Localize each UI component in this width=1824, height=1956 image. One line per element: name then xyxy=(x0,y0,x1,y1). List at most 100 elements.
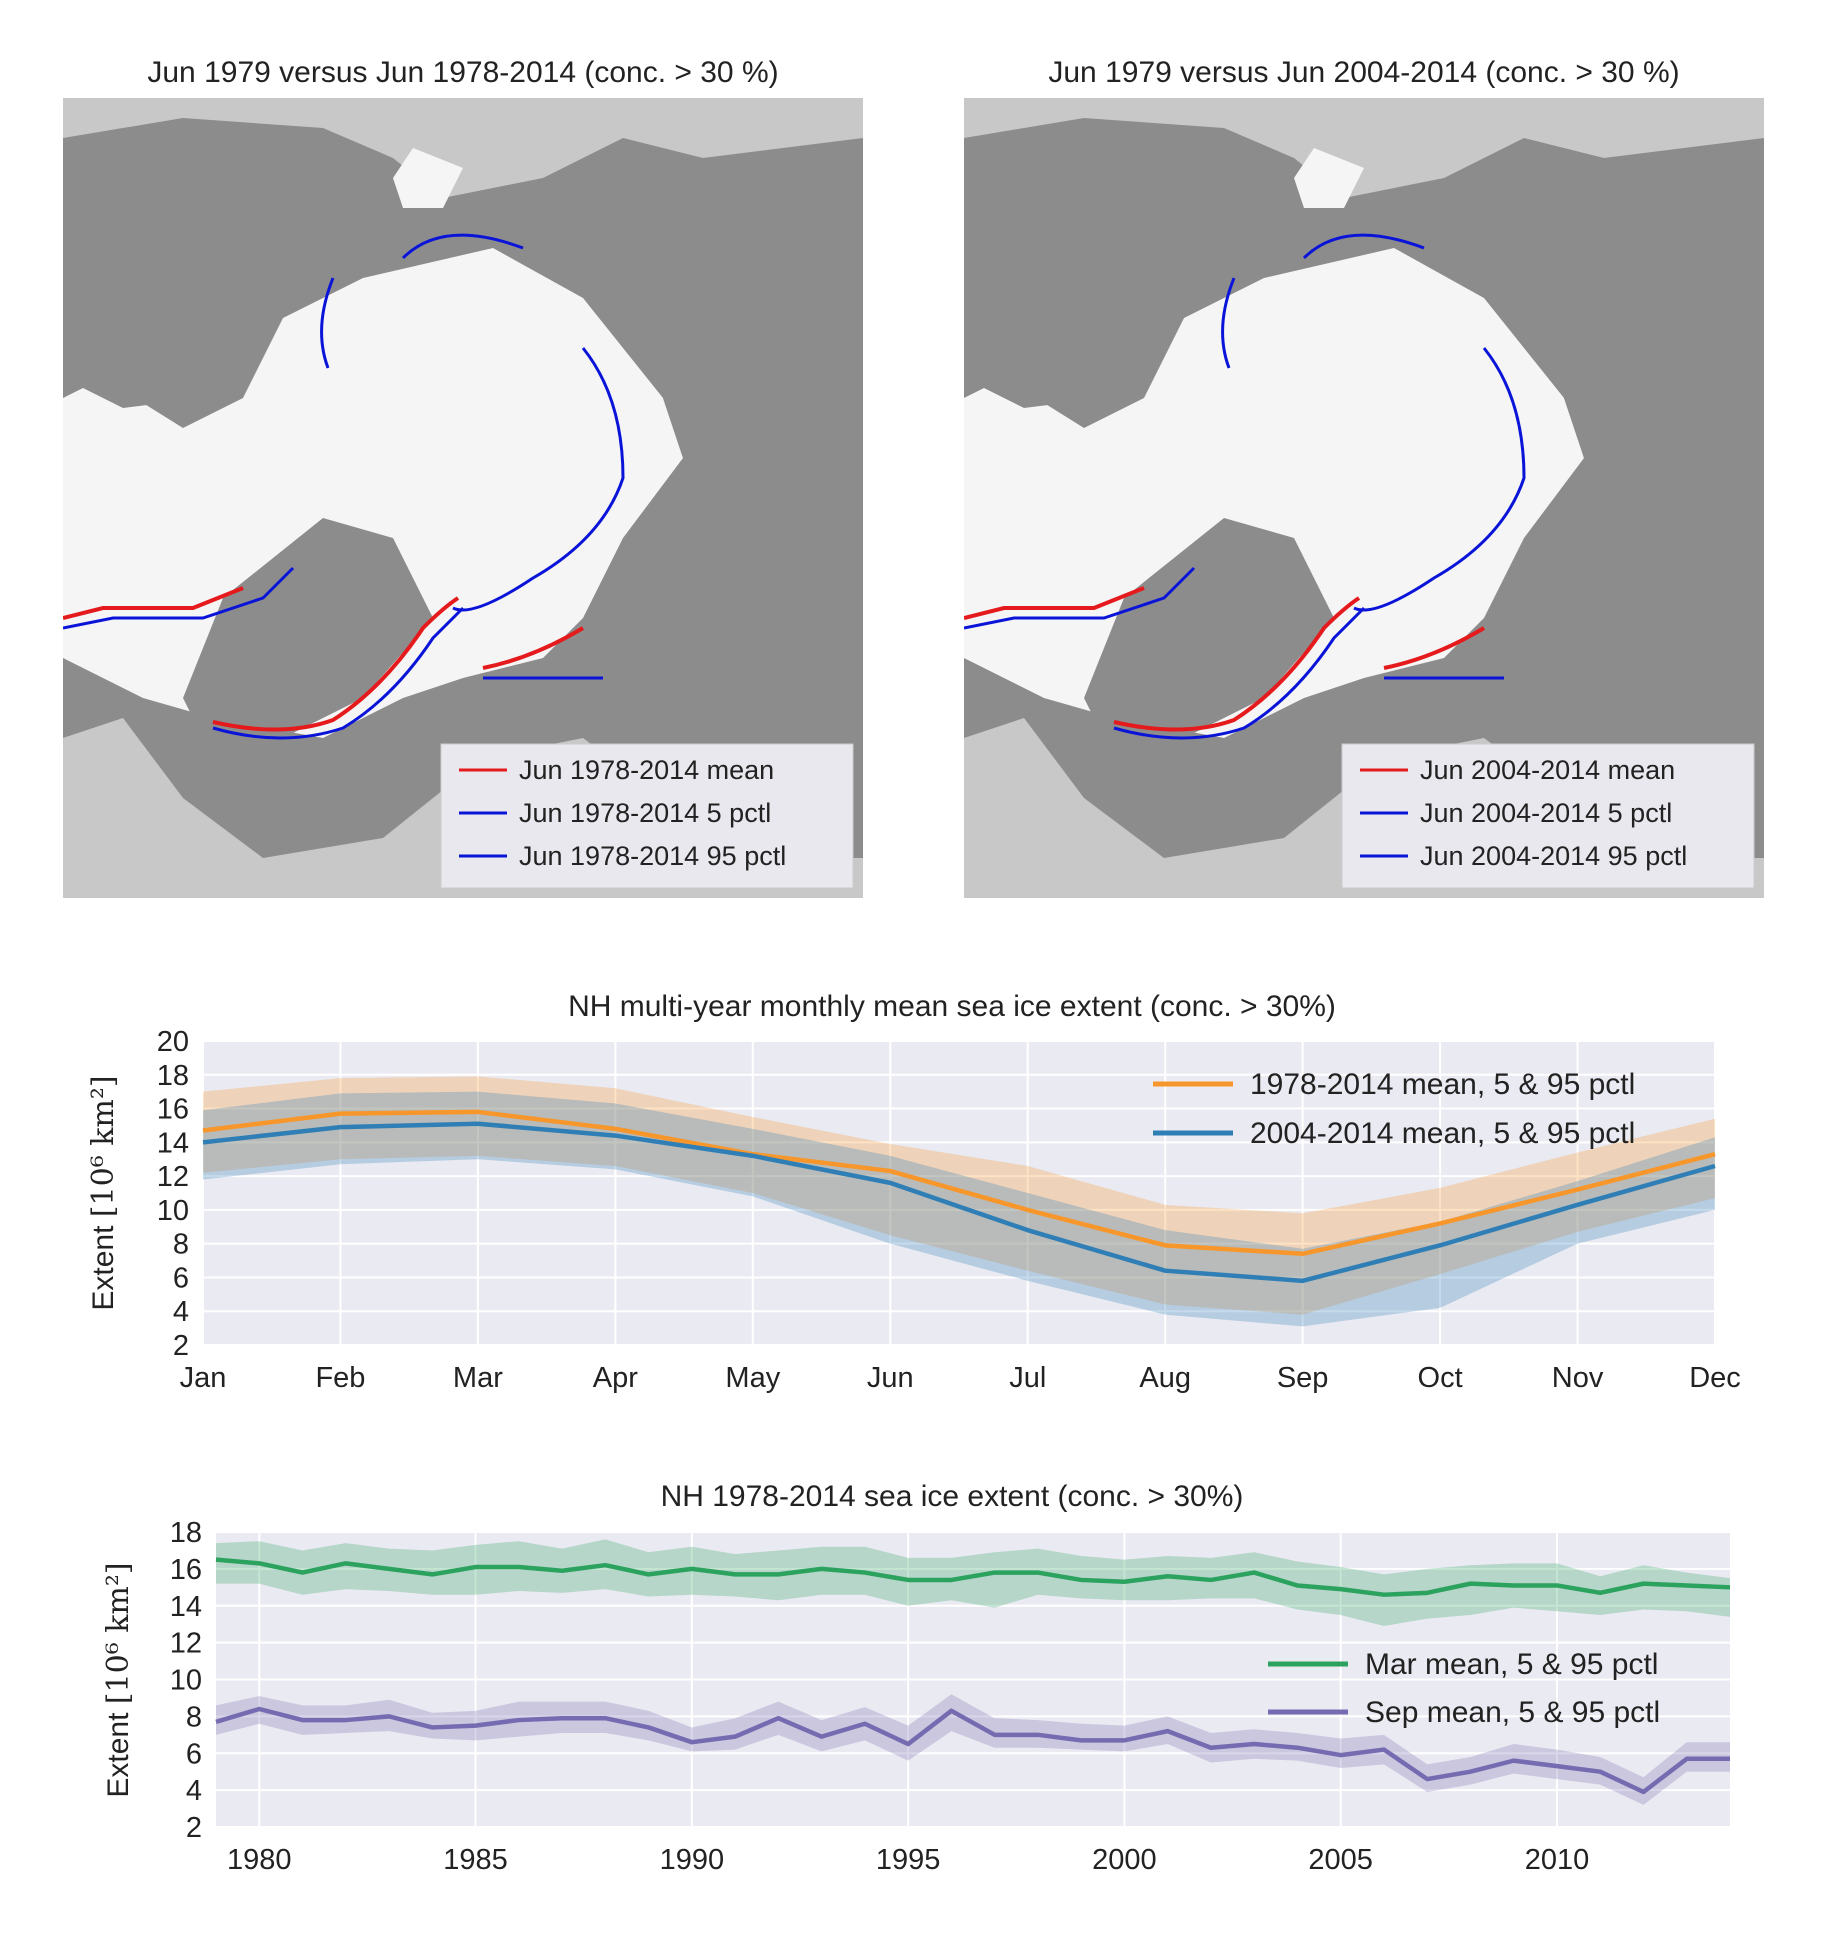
x-tick-label: Apr xyxy=(593,1362,638,1394)
x-tick-label: Mar xyxy=(453,1362,503,1394)
y-tick-label: 2 xyxy=(173,1330,189,1362)
y-tick-label: 12 xyxy=(170,1628,202,1660)
x-tick-label: 1980 xyxy=(227,1844,292,1876)
legend-mean-label: Jun 1978-2014 mean xyxy=(519,755,774,785)
arctic-map: Jun 2004-2014 mean Jun 2004-2014 5 pctl … xyxy=(964,98,1764,898)
series-line xyxy=(202,1121,1716,1284)
legend-mean-label: Jun 2004-2014 mean xyxy=(1420,755,1675,785)
series-line xyxy=(215,1557,1731,1597)
x-tick-label: 2000 xyxy=(1092,1844,1157,1876)
contour-95-pctl xyxy=(320,277,335,369)
legend: 1978-2014 mean, 5 & 95 pctl 2004-2014 me… xyxy=(1153,1068,1635,1150)
percentile-band xyxy=(203,1091,1715,1327)
y-axis-unit: [10⁶ km²] xyxy=(86,1075,121,1217)
contour-5-pctl-baffin xyxy=(964,566,1196,630)
y-axis-label-text: Extent xyxy=(102,1712,135,1798)
x-tick-label: Jun xyxy=(867,1362,914,1394)
y-tick-label: 4 xyxy=(186,1775,202,1807)
y-axis-label: Extent [10⁶ km²] xyxy=(101,1562,136,1797)
x-tick-label: Feb xyxy=(315,1362,365,1394)
legend-5-pctl-label: Jun 2004-2014 5 pctl xyxy=(1420,798,1672,828)
x-tick-labels: Jan Feb Mar Apr May Jun Jul Aug Sep Oct Nov Dec xyxy=(180,1362,1741,1394)
y-tick-label: 18 xyxy=(157,1060,189,1092)
legend-95-pctl-label: Jun 2004-2014 95 pctl xyxy=(1420,841,1687,871)
x-tick-label: 2005 xyxy=(1308,1844,1373,1876)
y-tick-label: 14 xyxy=(170,1591,202,1623)
contour-5-pctl xyxy=(401,233,524,260)
x-tick-label: 2010 xyxy=(1525,1844,1590,1876)
y-axis-unit: [10⁶ km²] xyxy=(101,1562,136,1704)
y-tick-label: 4 xyxy=(173,1296,189,1328)
x-tick-label: Aug xyxy=(1139,1362,1191,1394)
percentile-band xyxy=(203,1076,1715,1315)
y-tick-label: 6 xyxy=(186,1738,202,1770)
series-line xyxy=(202,1109,1716,1257)
legend: Mar mean, 5 & 95 pctl Sep mean, 5 & 95 p… xyxy=(1268,1648,1660,1729)
map-panel-2004-2014: Jun 1979 versus Jun 2004-2014 (conc. > 3… xyxy=(964,56,1764,900)
x-tick-label: May xyxy=(725,1362,780,1394)
mean-lines xyxy=(215,1557,1731,1795)
y-axis-label: Extent [10⁶ km²] xyxy=(86,1075,121,1310)
contour-mean-barents xyxy=(1383,626,1486,670)
x-tick-label: Nov xyxy=(1552,1362,1604,1394)
y-axis-label-text: Extent xyxy=(87,1225,120,1311)
y-tick-labels: 2 4 6 8 10 12 14 16 18 xyxy=(170,1517,202,1844)
contour-95-pctl xyxy=(1221,277,1236,369)
legend-95-pctl-label: Jun 1978-2014 95 pctl xyxy=(519,841,786,871)
map-greenland xyxy=(1084,518,1334,748)
x-tick-label: 1990 xyxy=(660,1844,725,1876)
y-tick-label: 20 xyxy=(157,1026,189,1058)
x-tick-label: Sep xyxy=(1277,1362,1329,1394)
y-tick-label: 16 xyxy=(157,1094,189,1126)
percentile-bands xyxy=(203,1076,1715,1327)
y-tick-label: 2 xyxy=(186,1812,202,1844)
mean-lines xyxy=(202,1109,1716,1284)
contour-mean-baffin xyxy=(964,586,1145,620)
x-tick-label: 1995 xyxy=(876,1844,941,1876)
y-tick-label: 8 xyxy=(186,1701,202,1733)
map-legend-box xyxy=(440,743,854,889)
contour-5-pctl-baffin xyxy=(63,566,295,630)
chart-title: NH multi-year monthly mean sea ice exten… xyxy=(568,990,1336,1023)
grid xyxy=(216,1531,1730,1828)
map-ocean-north xyxy=(63,98,863,198)
y-tick-label: 8 xyxy=(173,1229,189,1261)
map-title: Jun 1979 versus Jun 2004-2014 (conc. > 3… xyxy=(1048,56,1680,89)
arctic-map: Jun 1978-2014 mean Jun 1978-2014 5 pctl … xyxy=(63,98,863,898)
y-tick-label: 6 xyxy=(173,1262,189,1294)
y-tick-label: 18 xyxy=(170,1517,202,1549)
percentile-bands xyxy=(216,1539,1730,1805)
x-tick-label: Jul xyxy=(1009,1362,1046,1394)
y-tick-label: 14 xyxy=(157,1127,189,1159)
yearly-extent-chart: NH 1978-2014 sea ice extent (conc. > 30%… xyxy=(101,1480,1731,1876)
grid xyxy=(202,1040,1716,1346)
y-tick-label: 10 xyxy=(157,1195,189,1227)
map-canada xyxy=(63,188,363,408)
contour-5-pctl-greenland xyxy=(212,606,465,740)
x-tick-label: Dec xyxy=(1689,1362,1741,1394)
y-tick-label: 10 xyxy=(170,1665,202,1697)
contour-mean-greenland xyxy=(212,596,460,732)
contour-mean-barents xyxy=(482,626,585,670)
y-tick-label: 12 xyxy=(157,1161,189,1193)
plot-area xyxy=(203,1041,1715,1345)
y-tick-label: 16 xyxy=(170,1554,202,1586)
x-tick-label: Oct xyxy=(1418,1362,1463,1394)
map-siberia xyxy=(1504,218,1764,618)
map-title: Jun 1979 versus Jun 1978-2014 (conc. > 3… xyxy=(147,56,779,89)
x-tick-label: 1985 xyxy=(443,1844,508,1876)
contour-5-pctl-eurasia xyxy=(452,347,625,612)
contour-5-pctl-eurasia xyxy=(1353,347,1526,612)
monthly-extent-chart: NH multi-year monthly mean sea ice exten… xyxy=(86,990,1741,1394)
map-legend-box xyxy=(1341,743,1755,889)
legend-label-mar: Mar mean, 5 & 95 pctl xyxy=(1365,1648,1658,1681)
map-bering-ice xyxy=(1294,148,1364,208)
series-line xyxy=(215,1706,1730,1795)
legend-label-sep: Sep mean, 5 & 95 pctl xyxy=(1365,1696,1660,1729)
map-bering-ice xyxy=(393,148,463,208)
percentile-band xyxy=(216,1539,1730,1627)
chart-title: NH 1978-2014 sea ice extent (conc. > 30%… xyxy=(661,1480,1244,1513)
x-tick-labels: 1980 1985 1990 1995 2000 2005 2010 xyxy=(227,1844,1589,1876)
map-legend: Jun 2004-2014 mean Jun 2004-2014 5 pctl … xyxy=(1341,743,1755,889)
